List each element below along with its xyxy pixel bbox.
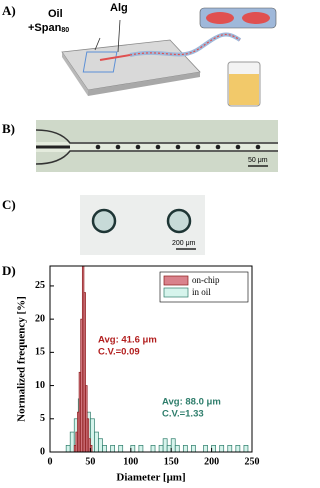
bar (65, 445, 71, 453)
y-axis-label: Normalized frequency [%] (16, 296, 28, 422)
x-tick-label: 150 (164, 456, 179, 467)
label-span: +Span80 (28, 22, 69, 34)
bar (243, 445, 249, 453)
label-span-sub: 80 (61, 27, 69, 34)
droplet (91, 208, 117, 234)
bar (138, 445, 144, 453)
pointer (117, 19, 121, 53)
x-axis-label: Diameter [μm] (116, 472, 185, 484)
x-tick-label: 100 (123, 456, 138, 467)
annotation: C.V.=0.09 (98, 347, 140, 358)
legend-label: in oil (192, 287, 211, 297)
label-alg: Alg (110, 2, 128, 14)
bar (211, 445, 216, 453)
annotation: Avg: 41.6 μm (98, 335, 157, 346)
panel-label: A) (2, 3, 16, 18)
bar (174, 445, 180, 453)
label-oil: Oil (48, 8, 63, 20)
legend-swatch (163, 275, 189, 286)
droplets (95, 144, 261, 150)
scale-label: 50 μm (248, 157, 268, 164)
droplet (166, 208, 192, 234)
droplets (129, 33, 241, 56)
y-tick-label: 15 (35, 347, 45, 358)
x-tick-label: 250 (245, 456, 260, 467)
chip-region (82, 51, 118, 73)
bar (162, 438, 168, 453)
channel (99, 54, 131, 61)
bar (98, 438, 103, 453)
x-tick-label: 50 (85, 456, 95, 467)
bar (150, 445, 156, 453)
label-span-text: +Span (28, 22, 62, 34)
bar (235, 445, 241, 453)
y-tick-label: 20 (35, 313, 45, 324)
panel-label: D) (2, 263, 16, 278)
y-tick-label: 25 (35, 280, 45, 291)
pointer (94, 37, 101, 51)
bar (170, 438, 176, 453)
chip-edge (62, 52, 88, 96)
bar (130, 445, 136, 453)
beaker-liquid (229, 74, 259, 105)
figure: A) Oil +Span80 Alg B) 50 μm C) 200 μm D)… (2, 2, 278, 484)
bar (203, 445, 208, 453)
legend-label: on-chip (192, 275, 220, 285)
x-tick-label: 0 (48, 456, 53, 467)
bar (94, 431, 99, 453)
bar (166, 445, 172, 453)
legend-swatch (163, 287, 189, 298)
droplet (242, 12, 270, 24)
bar (219, 445, 225, 453)
bar (182, 445, 188, 453)
annotation: C.V.=1.33 (162, 409, 204, 420)
bar (110, 445, 115, 453)
annotation: Avg: 88.0 μm (162, 397, 221, 408)
plot-frame (49, 265, 253, 453)
bar (118, 445, 124, 453)
x-tick-label: 200 (204, 456, 219, 467)
bar (191, 445, 196, 453)
channel-walls (35, 129, 278, 165)
y-tick-label: 10 (35, 380, 45, 391)
panel-label: C) (2, 197, 16, 212)
bar (69, 431, 75, 453)
chip-edge (88, 72, 200, 96)
bar (227, 445, 233, 453)
bar (158, 445, 164, 453)
y-tick-label: 0 (40, 446, 45, 457)
bar (102, 445, 107, 453)
y-tick-label: 5 (40, 413, 45, 424)
droplet (206, 12, 234, 24)
panel-label: B) (2, 121, 15, 136)
scale-label: 200 μm (172, 240, 196, 247)
